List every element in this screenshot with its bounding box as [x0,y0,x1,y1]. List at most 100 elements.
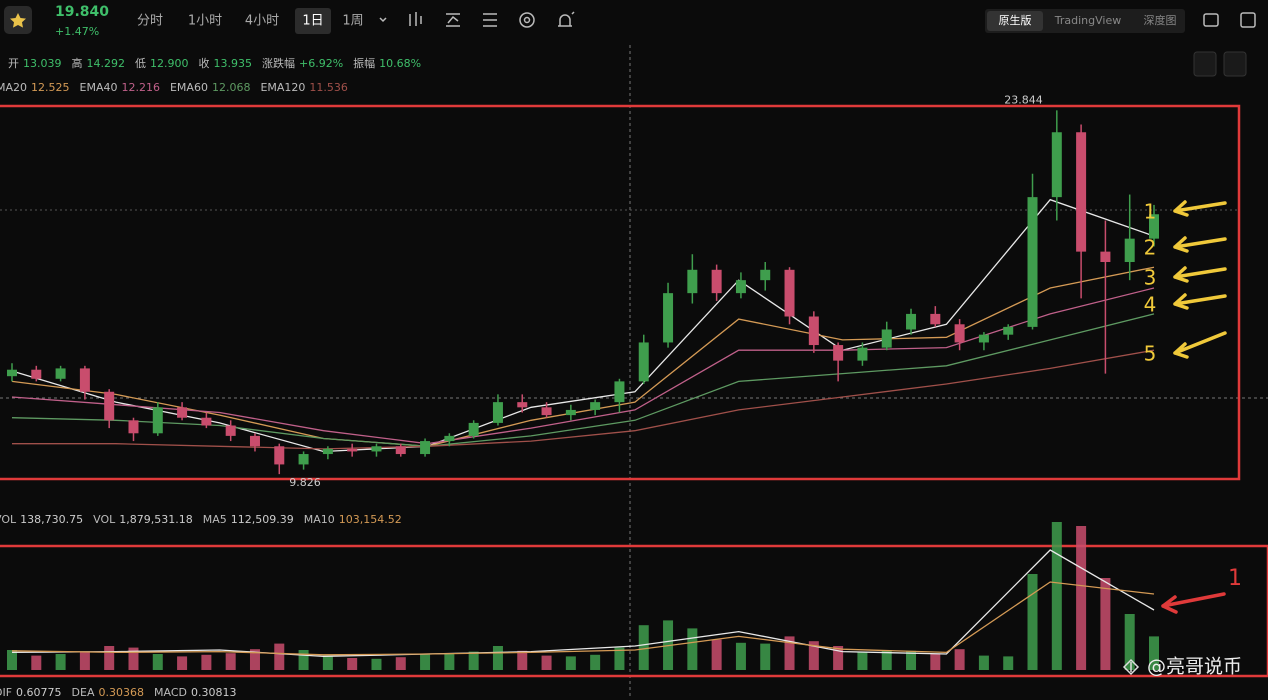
legend-value: 10.68% [379,57,421,70]
candle-body [565,409,576,416]
volume-bar [201,654,212,670]
price: 19.840 [55,4,109,20]
annotation-number: 5 [1144,342,1157,366]
legend-label: DEA [72,686,95,696]
candle-body [492,402,503,423]
volume-bar [274,643,285,670]
volume-bar [954,649,965,670]
volume-bar [881,650,892,670]
volume-bar [55,654,66,670]
fullscreen-icon[interactable] [1240,12,1256,28]
volume-bar [1076,526,1087,670]
volume-bar [590,654,601,670]
view-tab[interactable]: 深度图 [1144,13,1177,27]
view-tab[interactable]: 原生版 [999,13,1032,27]
candle-body [833,345,844,361]
volume-bar [687,628,698,670]
legend-label: MA20 [0,81,27,94]
side-button[interactable] [1193,51,1217,77]
legend-label: 振幅 [353,56,375,70]
timeframe-tab[interactable]: 1日 [302,14,323,29]
candle-body [1100,251,1111,263]
legend-label: VOL [93,513,116,526]
window-icon[interactable] [1203,13,1219,27]
annotation-arrow [1173,266,1227,283]
alert-icon[interactable] [558,11,575,27]
candle-body [978,334,989,343]
candle-body [201,417,212,426]
candle-body [468,422,479,436]
annotation-arrow [1173,236,1227,253]
annotation-number: 4 [1144,293,1157,317]
annotation-number: 1 [1144,200,1157,224]
timeframe-tab[interactable]: 1小时 [188,14,222,29]
indicator-line [11,549,1155,658]
candle-body [347,448,358,452]
volume-bar [735,642,746,670]
candle-body [735,280,746,294]
timeframe-tab[interactable]: 分时 [137,14,163,29]
watermark-logo [1122,658,1140,676]
legend-value: 112,509.39 [231,513,294,526]
volume-bar [1124,614,1135,670]
candle-body [784,269,795,317]
candle-body [79,368,90,392]
volume-bar [7,650,17,670]
legend-value: 0.30813 [191,686,237,696]
settings-list-icon[interactable] [483,13,497,27]
candle-body [395,446,406,455]
legend-value: +6.92% [299,57,343,70]
timeframe-tab[interactable]: 1周 [342,14,363,29]
change: +1.47% [55,25,99,38]
legend-label: 涨跌幅 [262,56,295,70]
candle-body [444,435,455,442]
volume-bar [857,652,868,670]
candle-body [298,454,309,465]
candle-body [177,407,188,418]
volume-bar [128,647,139,670]
volume-bar [371,658,382,670]
highlight-box [0,544,1268,678]
candle-body [1076,132,1087,252]
watermark: @亮哥说币 [1147,656,1242,678]
volume-bar [420,654,431,670]
legend-value: 12.525 [31,81,70,94]
side-button[interactable] [1223,51,1247,77]
draw-icon[interactable] [446,13,460,27]
volume-bar [249,649,260,670]
candle-body [881,329,892,348]
volume-bar [225,653,236,670]
candle-body [104,391,115,421]
legend-label: EMA40 [80,81,118,94]
caret[interactable] [379,17,387,23]
volume-bar [395,657,406,670]
candle-body [614,381,625,403]
indicator-icon[interactable] [409,12,422,26]
legend-label: MACD [154,686,187,696]
timeframe-tab[interactable]: 4小时 [245,14,279,29]
star-icon [10,13,26,28]
settings-icon-core [523,16,531,24]
volume-bar [1027,574,1038,670]
legend-label: EMA120 [260,81,305,94]
candle-body [322,448,333,455]
volume-bar [833,646,844,670]
volume-bar [1100,578,1111,670]
candle-body [225,425,236,436]
legend-label: 低 [135,57,146,70]
volume-bar [31,655,42,670]
candle-body [930,313,941,325]
candle-body [687,269,698,294]
annotation-arrow [1173,331,1227,359]
volume-bar [541,655,552,670]
volume-bar [79,652,90,670]
settings-icon[interactable] [519,12,535,28]
candle-body [420,441,431,455]
candle-body [857,347,868,361]
candle-body [55,368,66,379]
view-tab[interactable]: TradingView [1054,14,1121,27]
candle-body [1124,238,1135,263]
legend-label: MA10 [304,513,335,526]
volume-bar [1051,522,1062,670]
